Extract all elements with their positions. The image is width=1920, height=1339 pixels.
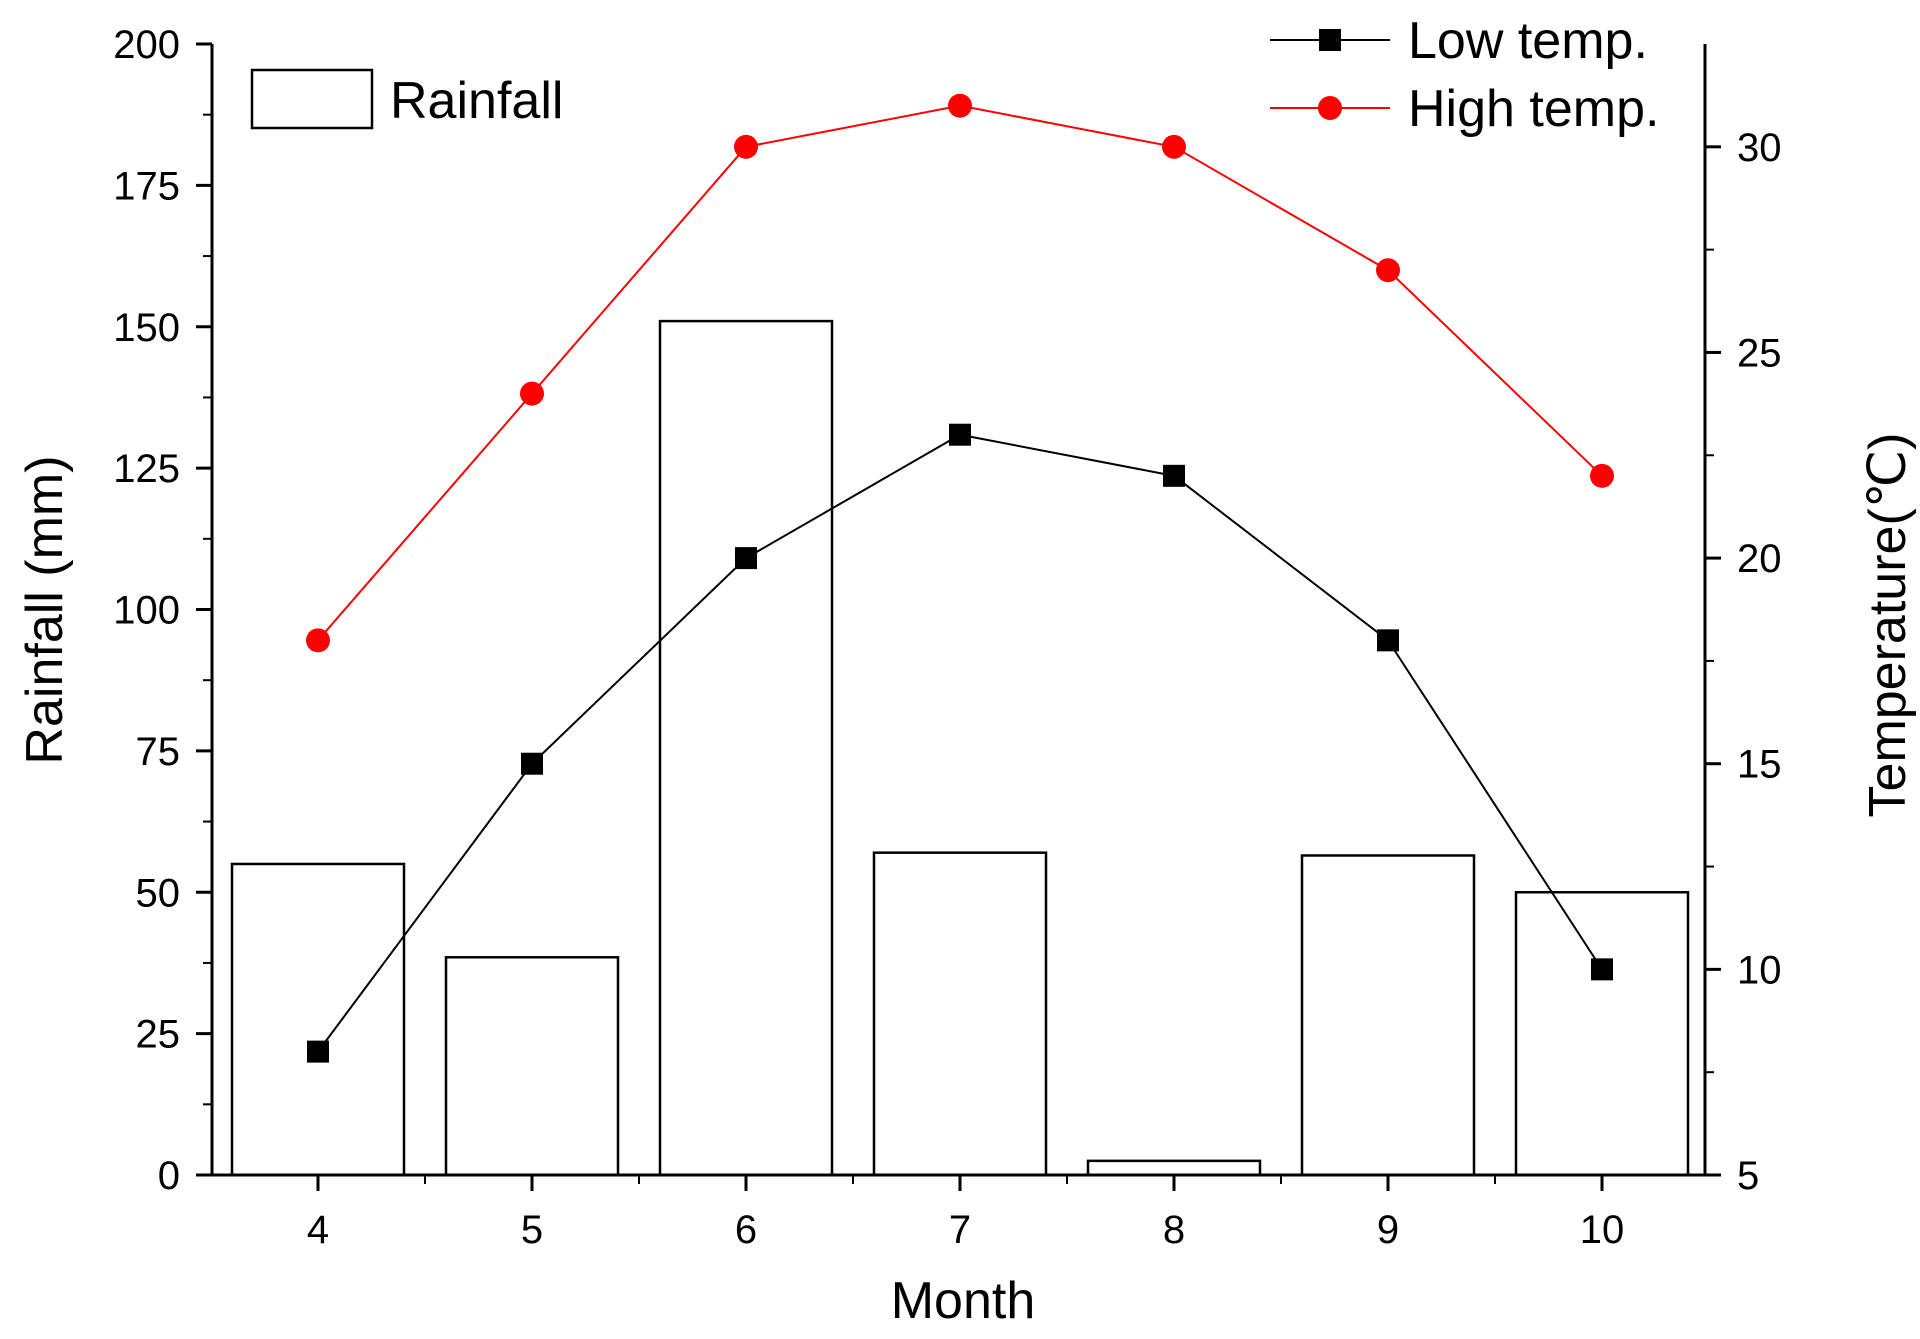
- y-tick-label: 200: [113, 23, 180, 67]
- legend: Rainfall Low temp. High temp.: [250, 12, 1659, 138]
- y2-tick-label: 25: [1737, 331, 1782, 375]
- rainfall-bar: [658, 319, 834, 1177]
- rainfall-bar: [1514, 891, 1690, 1177]
- low-temp-point: [949, 423, 971, 446]
- x-tick-label: 7: [949, 1208, 971, 1252]
- legend-high-temp-marker: [1318, 96, 1342, 120]
- y-axis-title: Rainfall (mm): [16, 455, 74, 764]
- high-temp-line: [317, 104, 1603, 642]
- low-temp-point: [1377, 629, 1399, 652]
- x-tick-label: 4: [307, 1208, 329, 1252]
- y2-axis-title: Temperature(℃): [1859, 433, 1917, 818]
- y-tick-label: 25: [136, 1013, 181, 1057]
- x-tick-label: 6: [735, 1208, 757, 1252]
- low-temp-point: [307, 1040, 329, 1063]
- legend-rainfall-swatch: [250, 68, 374, 130]
- low-temp-point: [735, 547, 757, 570]
- rainfall-bar: [1086, 1159, 1262, 1177]
- legend-low-temp-marker: [1319, 29, 1341, 51]
- y-tick-label: 75: [136, 730, 181, 774]
- y2-tick-label: 30: [1737, 126, 1782, 170]
- x-tick-label: 9: [1377, 1208, 1399, 1252]
- rainfall-bar: [872, 851, 1048, 1177]
- high-temp-point: [948, 93, 972, 118]
- y2-tick-label: 20: [1737, 537, 1782, 581]
- low-temp-point: [521, 752, 543, 775]
- y-tick-label: 50: [136, 871, 181, 915]
- y2-tick-label: 15: [1737, 743, 1782, 787]
- low-temp-point: [1163, 464, 1185, 487]
- x-tick-label: 10: [1580, 1208, 1625, 1252]
- y2-tick-label: 10: [1737, 948, 1782, 992]
- axes: 0 25 50 75 100 125 150 175 200 5 10 15 20 25 30 4 5 6 7 8 9 1…: [113, 23, 1781, 1252]
- rainfall-bars: [230, 319, 1690, 1177]
- legend-high-temp-label: High temp.: [1408, 80, 1659, 138]
- rainfall-bar: [230, 862, 406, 1177]
- y-tick-label: 150: [113, 306, 180, 350]
- y2-tick-label: 5: [1737, 1154, 1759, 1198]
- temperature-lines: [306, 93, 1614, 1063]
- axis-titles: Month Rainfall (mm) Temperature(℃): [16, 433, 1917, 1330]
- x-tick-label: 8: [1163, 1208, 1185, 1252]
- legend-low-temp-label: Low temp.: [1408, 12, 1648, 70]
- y-tick-label: 0: [158, 1154, 180, 1198]
- high-temp-point: [306, 628, 330, 653]
- high-temp-point: [520, 381, 544, 406]
- low-temp-point: [1591, 958, 1613, 981]
- x-tick-label: 5: [521, 1208, 543, 1252]
- high-temp-point: [734, 134, 758, 159]
- y-tick-label: 100: [113, 589, 180, 633]
- x-axis-title: Month: [891, 1272, 1036, 1330]
- legend-rainfall-label: Rainfall: [390, 72, 563, 130]
- rainfall-bar: [444, 956, 620, 1177]
- rainfall-bar: [1300, 854, 1476, 1177]
- high-temp-point: [1376, 258, 1400, 283]
- y-tick-label: 175: [113, 164, 180, 208]
- high-temp-point: [1590, 463, 1614, 488]
- y-tick-label: 125: [113, 447, 180, 491]
- high-temp-point: [1162, 134, 1186, 159]
